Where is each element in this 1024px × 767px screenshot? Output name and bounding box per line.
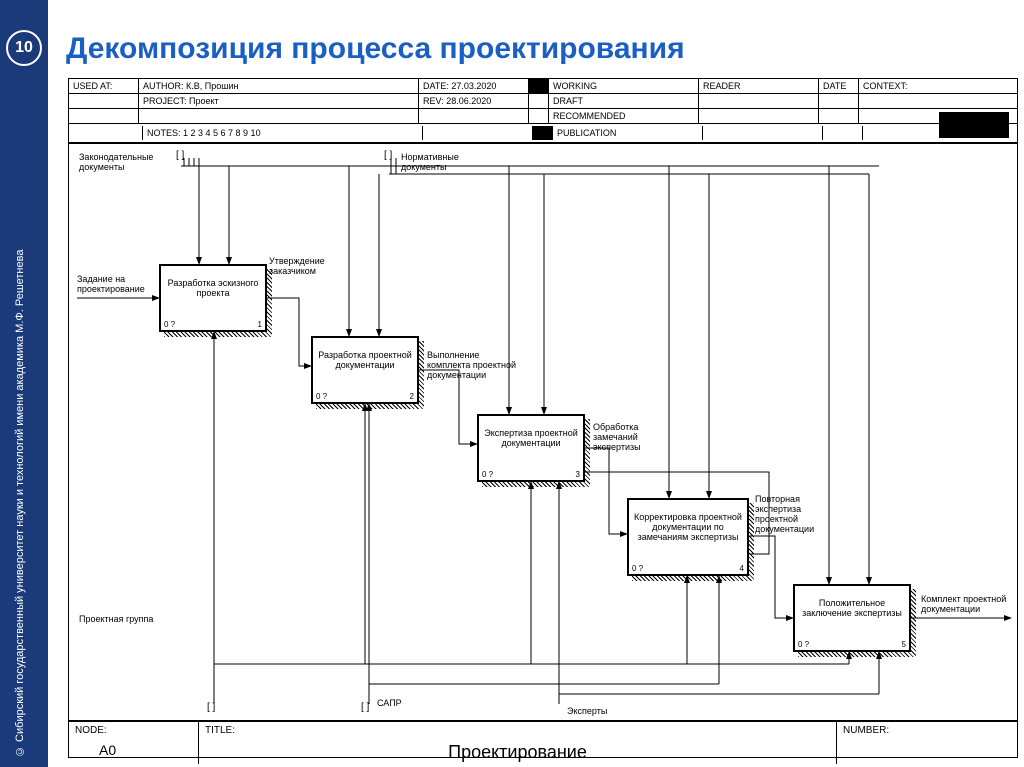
used-at-label: USED AT: — [69, 79, 139, 93]
activity-box-4: Корректировка проектной документации по … — [627, 498, 749, 576]
node-value: A0 — [99, 742, 192, 758]
context-label: CONTEXT: — [859, 79, 1017, 93]
node-cell: NODE: A0 — [69, 722, 199, 764]
number-cell: NUMBER: — [837, 722, 1017, 764]
rev-value: 28.06.2020 — [446, 96, 491, 106]
recommended-label: RECOMMENDED — [549, 109, 699, 123]
project-value: Проект — [189, 96, 219, 106]
header-row-1: USED AT: AUTHOR: К.В, Прошин DATE: 27.03… — [69, 79, 1017, 94]
label-in1: Задание на проектирование — [77, 274, 157, 294]
footer-row: NODE: A0 TITLE: Проектирование NUMBER: — [69, 720, 1017, 764]
project-cell: PROJECT: Проект — [139, 94, 419, 108]
label-o2: Выполнение комплекта проектной документа… — [427, 350, 517, 380]
blank-13 — [423, 126, 533, 140]
blank-7 — [419, 109, 529, 123]
blank-15 — [703, 126, 823, 140]
blank-12 — [73, 126, 143, 140]
working-label: WORKING — [549, 79, 699, 93]
header-row-3: RECOMMENDED — [69, 109, 1017, 124]
diagram-body: Законодательные документы Нормативные до… — [69, 144, 1017, 720]
activity-box-3: Экспертиза проектной документации0 ?3 — [477, 414, 585, 482]
activity-box-1: Разработка эскизного проекта0 ?1 — [159, 264, 267, 332]
blank-1 — [69, 94, 139, 108]
blank-8 — [529, 109, 549, 123]
date-label: DATE: — [423, 81, 449, 91]
status-mark — [529, 79, 549, 93]
context-thumb — [939, 112, 1009, 138]
date-cell: DATE: 27.03.2020 — [419, 79, 529, 93]
date2-label: DATE — [819, 79, 859, 93]
notes-cell: NOTES: 1 2 3 4 5 6 7 8 9 10 — [143, 126, 423, 140]
project-label: PROJECT: — [143, 96, 187, 106]
draft-label: DRAFT — [549, 94, 699, 108]
publication-label: PUBLICATION — [553, 126, 703, 140]
activity-box-5: Положительное заключение экспертизы0 ?5 — [793, 584, 911, 652]
rev-cell: REV: 28.06.2020 — [419, 94, 529, 108]
author-cell: AUTHOR: К.В, Прошин — [139, 79, 419, 93]
copyright-text: © Сибирский государственный университет … — [14, 57, 34, 757]
slide-title: Декомпозиция процесса проектирования — [66, 32, 685, 66]
activity-box-2: Разработка проектной документации0 ?2 — [311, 336, 419, 404]
blank-9 — [699, 109, 819, 123]
label-top1: Законодательные документы — [79, 152, 174, 172]
author-label: AUTHOR: — [143, 81, 184, 91]
label-mech2: САПР — [377, 698, 402, 708]
tunnel-1: [ ] — [207, 702, 215, 713]
tunnel-3: [ ] — [176, 150, 184, 161]
date-value: 27.03.2020 — [451, 81, 496, 91]
blank-16 — [823, 126, 863, 140]
idef0-frame: USED AT: AUTHOR: К.В, Прошин DATE: 27.03… — [68, 78, 1018, 758]
label-o4: Повторная экспертиза проектной документа… — [755, 494, 845, 534]
rev-label: REV: — [423, 96, 444, 106]
blank-4 — [819, 94, 859, 108]
label-top2: Нормативные документы — [401, 152, 491, 172]
context-cell — [859, 94, 1017, 108]
node-label: NODE: — [75, 725, 192, 736]
label-out: Комплект проектной документации — [921, 594, 1011, 614]
blank-14 — [533, 126, 553, 140]
label-mech3: Эксперты — [567, 706, 607, 716]
footer-title-value: Проектирование — [205, 742, 830, 763]
blank-6 — [139, 109, 419, 123]
blank-10 — [819, 109, 859, 123]
label-mech1: Проектная группа — [79, 614, 153, 624]
blank-3 — [699, 94, 819, 108]
header-row-2: PROJECT: Проект REV: 28.06.2020 DRAFT — [69, 94, 1017, 109]
title-cell: TITLE: Проектирование — [199, 722, 837, 764]
label-o1: Утверждение заказчиком — [269, 256, 349, 276]
author-value: К.В, Прошин — [186, 81, 238, 91]
header-row-4: NOTES: 1 2 3 4 5 6 7 8 9 10 PUBLICATION … — [69, 124, 1017, 144]
tunnel-2: [ ] — [361, 702, 369, 713]
blank-2 — [529, 94, 549, 108]
tunnel-4: [ ] — [384, 150, 392, 161]
blank-5 — [69, 109, 139, 123]
reader-label: READER — [699, 79, 819, 93]
label-o3: Обработка замечаний экспертизы — [593, 422, 673, 452]
footer-title-label: TITLE: — [205, 725, 830, 736]
sidebar: 10 © Сибирский государственный университ… — [0, 0, 48, 767]
